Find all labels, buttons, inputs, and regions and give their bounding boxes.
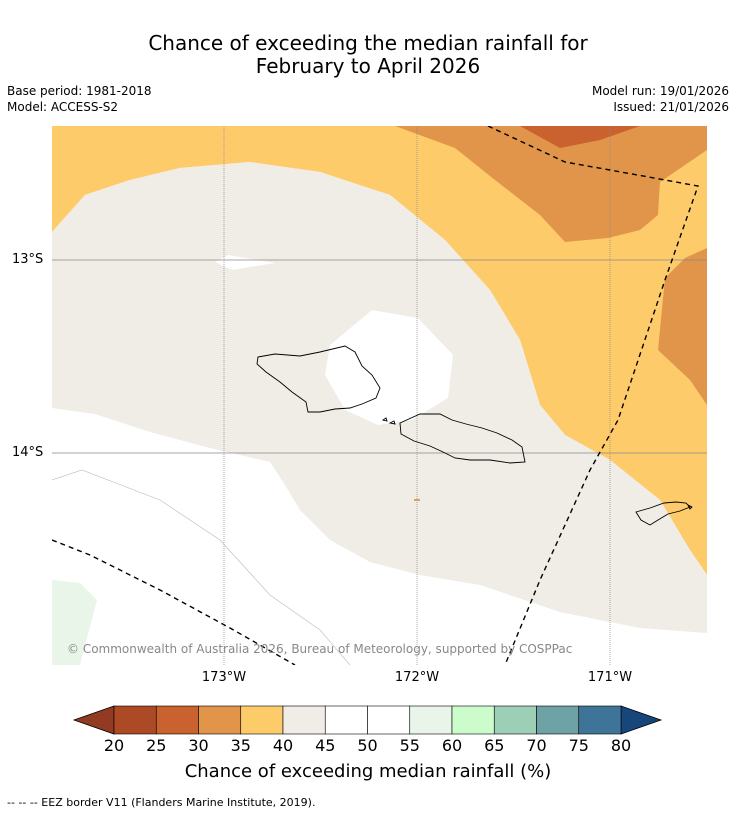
colorbar-bin-55-60 <box>409 705 453 735</box>
colorbar-tick-80: 80 <box>610 736 632 755</box>
colorbar-tick-60: 60 <box>441 736 463 755</box>
lat-label-14s: 14°S <box>12 445 44 460</box>
colorbar-bin-60-65 <box>451 705 495 735</box>
map-title-line2: February to April 2026 <box>255 54 481 78</box>
contour-line <box>52 469 351 665</box>
eez-footnote: -- -- -- EEZ border V11 (Flanders Marine… <box>7 796 316 809</box>
colorbar-tick-45: 45 <box>315 736 336 755</box>
meta-right: Model run: 19/01/2026 Issued: 21/01/2026 <box>592 83 729 115</box>
model-run-date: Model run: 19/01/2026 <box>591 84 729 98</box>
island-outlines <box>256 345 693 526</box>
colorbar-bin-70-75 <box>536 705 580 735</box>
region-30-35-east <box>658 248 707 405</box>
colorbar-over-arrow <box>620 705 663 735</box>
lat-label-13s: 13°S <box>12 252 44 267</box>
colorbar-bin-25-30 <box>155 705 199 735</box>
colorbar-tick-70: 70 <box>526 736 547 755</box>
colorbar-under-arrow <box>72 705 115 735</box>
colorbar <box>72 705 663 735</box>
colorbar-bin-30-35 <box>198 705 242 735</box>
colorbar-tick-35: 35 <box>230 736 251 755</box>
copyright-text: © Commonwealth of Australia 2026, Bureau… <box>67 642 572 656</box>
colorbar-tick-20: 20 <box>103 736 125 755</box>
lon-label-173w: 173°W <box>201 670 247 685</box>
colorbar-bin-40-45 <box>282 705 326 735</box>
colorbar-bin-35-40 <box>240 705 284 735</box>
base-period: Base period: 1981-2018 <box>7 84 152 98</box>
colorbar-tick-75: 75 <box>568 736 589 755</box>
colorbar-tick-55: 55 <box>399 736 420 755</box>
colorbar-tick-30: 30 <box>188 736 209 755</box>
savaii-island <box>256 345 381 413</box>
tutuila-island <box>635 501 691 526</box>
meta-left: Base period: 1981-2018 Model: ACCESS-S2 <box>7 83 152 115</box>
region-35-40 <box>52 126 707 575</box>
colorbar-tick-25: 25 <box>146 736 167 755</box>
colorbar-bin-65-70 <box>493 705 537 735</box>
issued-date: Issued: 21/01/2026 <box>613 100 729 114</box>
colorbar-tick-65: 65 <box>484 736 505 755</box>
colorbar-bin-75-80 <box>578 705 622 735</box>
forecast-map <box>52 126 707 665</box>
colorbar-bin-45-50 <box>324 705 368 735</box>
region-45-55-sliver <box>215 255 275 270</box>
model-name: Model: ACCESS-S2 <box>7 100 119 114</box>
upolu-island <box>399 413 526 464</box>
colorbar-bin-20-25 <box>113 705 157 735</box>
colorbar-label: Chance of exceeding median rainfall (%) <box>184 761 552 782</box>
region-55-60 <box>52 580 97 665</box>
eez-border <box>52 126 699 665</box>
colorbar-bin-50-55 <box>367 705 411 735</box>
gridlines <box>52 126 707 665</box>
colorbar-tick-50: 50 <box>357 736 378 755</box>
region-45-55-center <box>325 310 453 425</box>
region-25-30 <box>520 126 640 148</box>
region-30-35-north <box>395 126 707 242</box>
lon-label-172w: 172°W <box>394 670 440 685</box>
colorbar-tick-40: 40 <box>272 736 294 755</box>
map-title-line1: Chance of exceeding the median rainfall … <box>148 31 588 55</box>
lon-label-171w: 171°W <box>587 670 633 685</box>
